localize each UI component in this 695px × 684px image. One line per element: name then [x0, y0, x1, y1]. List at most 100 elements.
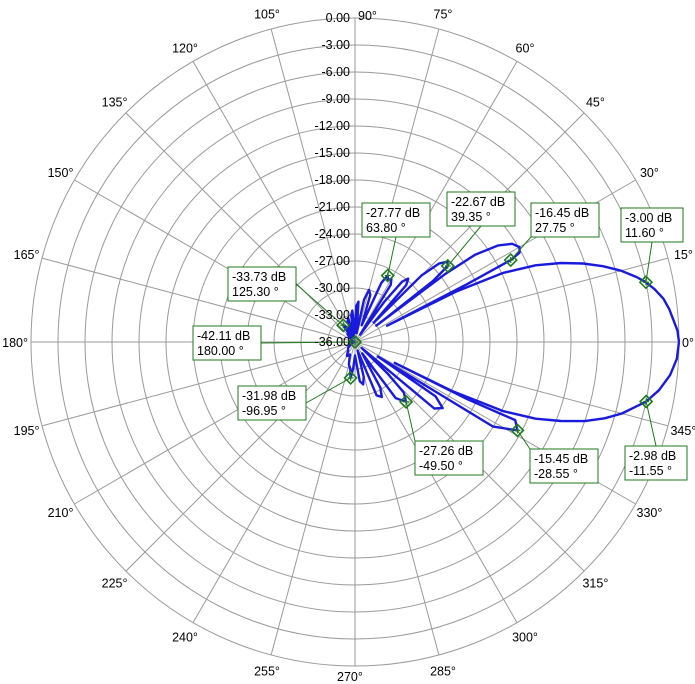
marker-label-box: [192, 325, 262, 361]
radial-tick-label: -9.00: [322, 92, 351, 106]
radial-tick-label: -24.00: [315, 227, 350, 241]
radial-tick-label: -12.00: [315, 119, 350, 133]
radial-tick-label: 0.00: [326, 11, 350, 25]
marker-angle-text: 125.30 °: [232, 285, 279, 299]
angle-tick-label: 195°: [14, 424, 40, 438]
marker-value-text: -42.11 dB: [197, 329, 250, 343]
marker-leader-line: [517, 430, 531, 450]
radial-tick-label: -3.00: [322, 38, 351, 52]
marker-value-text: -31.98 dB: [242, 389, 296, 403]
marker-leader-line: [645, 241, 653, 283]
marker-diamond: [347, 334, 363, 350]
marker-cross: [384, 272, 391, 279]
marker-leader-line: [447, 225, 482, 267]
marker-leader-line: [405, 401, 416, 442]
trace-layer: [342, 242, 681, 432]
marker-angle-text: 11.60 °: [625, 226, 664, 240]
marker-cross: [643, 398, 650, 405]
radial-tick-label: -6.00: [322, 65, 351, 79]
marker-label-box: [529, 448, 599, 484]
angle-tick-label: 285°: [430, 664, 456, 678]
marker-angle-text: 39.35 °: [451, 210, 491, 224]
marker-value-text: -22.67 dB: [451, 195, 505, 209]
angle-tick-label: 270°: [337, 670, 363, 684]
marker-angle-text: -11.55 °: [629, 464, 672, 478]
grid-spoke: [354, 61, 518, 343]
marker-value-text: -16.45 dB: [535, 206, 589, 220]
grid-spoke: [354, 341, 440, 656]
marker-label-box: [227, 266, 297, 302]
marker-cross: [514, 427, 521, 434]
marker-value-text: -33.73 dB: [232, 270, 286, 284]
radial-tick-label: -21.00: [315, 200, 350, 214]
grid-spoke: [354, 341, 669, 427]
grid-spoke: [125, 341, 356, 572]
grid-spoke: [74, 179, 356, 343]
marker-value-text: -15.45 dB: [534, 452, 588, 466]
angle-tick-label: 330°: [637, 506, 663, 520]
angle-tick-label: 300°: [512, 630, 538, 644]
radial-tick-label: -15.00: [315, 146, 350, 160]
marker-cross: [340, 322, 347, 329]
marker-diamond: [503, 252, 518, 268]
marker-annotation: -15.45 dB-28.55 °: [510, 423, 599, 484]
radial-tick-label: -33.00: [315, 308, 350, 322]
marker-label-box: [414, 440, 484, 476]
radial-tick-label: -27.00: [315, 254, 350, 268]
marker-cross: [352, 339, 358, 345]
marker-diamond: [638, 275, 654, 290]
marker-diamond: [398, 394, 414, 409]
grid-spoke: [192, 61, 356, 343]
pattern-trace: [342, 242, 681, 432]
grid-spoke: [192, 341, 356, 623]
angle-tick-label: 165°: [14, 248, 40, 262]
marker-leader-line: [295, 283, 344, 326]
marker-diamond: [343, 370, 358, 386]
angle-tick-label: 0°: [682, 336, 694, 350]
angle-tick-label: 150°: [48, 166, 74, 180]
marker-diamond: [510, 423, 525, 438]
angle-tick-label: 105°: [254, 8, 280, 22]
marker-annotation: -31.98 dB-96.95 °: [237, 370, 358, 421]
marker-value-text: -3.00 dB: [625, 211, 672, 225]
marker-leader-line: [645, 401, 657, 447]
angle-tick-label: 120°: [172, 42, 198, 56]
radial-tick-label: -30.00: [315, 281, 350, 295]
marker-annotation: -27.26 dB-49.50 °: [398, 394, 484, 476]
marker-cross: [347, 374, 354, 381]
marker-label-box: [530, 202, 600, 238]
angle-tick-label: 30°: [640, 166, 659, 180]
marker-leader-line: [387, 236, 397, 276]
marker-diamond: [440, 258, 455, 274]
grid-spoke: [354, 341, 518, 623]
grid-spoke: [125, 112, 356, 343]
angle-tick-label: 255°: [254, 664, 280, 678]
marker-value-text: -27.26 dB: [419, 444, 473, 458]
marker-cross: [507, 257, 514, 264]
marker-angle-text: -28.55 °: [534, 467, 578, 481]
marker-value-text: -27.77 dB: [366, 206, 420, 220]
angle-tick-label: 45°: [586, 96, 605, 110]
angle-tick-label: 180°: [2, 336, 28, 350]
grid-spoke: [354, 257, 669, 343]
marker-cross: [642, 279, 649, 286]
marker-diamond: [380, 268, 395, 283]
angle-tick-label: 90°: [358, 9, 377, 23]
marker-angle-text: 63.80 °: [366, 221, 406, 235]
angle-tick-label: 315°: [582, 576, 608, 590]
marker-angle-text: 27.75 °: [535, 221, 575, 235]
angle-tick-label: 345°: [670, 424, 695, 438]
marker-label-box: [361, 202, 431, 238]
grid-spoke: [41, 257, 356, 343]
marker-label-box: [620, 207, 684, 243]
grid-spoke: [270, 28, 356, 343]
marker-angle-text: -49.50 °: [419, 459, 463, 473]
